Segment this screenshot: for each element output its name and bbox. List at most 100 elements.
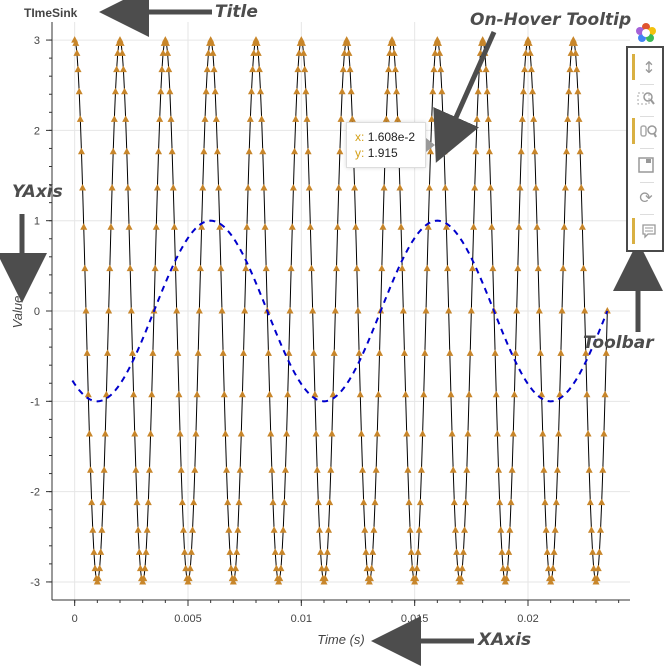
- data-point-marker: [573, 65, 581, 73]
- data-point-marker: [574, 87, 582, 95]
- data-point-marker: [355, 349, 363, 356]
- data-point-marker: [564, 115, 572, 122]
- data-point-marker: [145, 466, 153, 473]
- data-point-marker: [75, 87, 83, 95]
- data-point-marker: [199, 183, 207, 191]
- data-point-marker: [442, 223, 450, 230]
- bokeh-logo-icon[interactable]: [635, 22, 657, 44]
- data-point-marker: [269, 498, 277, 506]
- data-point-marker: [428, 115, 436, 122]
- data-point-marker: [371, 498, 379, 506]
- data-point-marker: [518, 115, 526, 122]
- data-point-marker: [558, 307, 566, 314]
- data-point-marker: [581, 307, 589, 314]
- data-point-marker: [434, 39, 442, 46]
- data-point-marker: [242, 264, 250, 272]
- hover-icon[interactable]: [632, 218, 663, 244]
- data-point-marker: [353, 264, 361, 272]
- box-zoom-icon[interactable]: [632, 86, 660, 112]
- data-point-marker: [272, 564, 280, 572]
- data-point-marker: [136, 564, 144, 572]
- data-point-marker: [374, 390, 382, 398]
- reset-icon[interactable]: ⟳: [639, 187, 653, 207]
- data-point-marker: [117, 39, 125, 46]
- data-point-marker: [385, 65, 393, 73]
- toolbar: ↕ ⟳: [626, 46, 664, 252]
- data-point-marker: [229, 577, 237, 585]
- data-point-marker: [552, 498, 560, 506]
- data-point-marker: [492, 390, 500, 398]
- data-point-marker: [389, 39, 397, 46]
- x-axis-ticks: 0 0.005 0.01 0.015 0.02: [72, 600, 620, 625]
- data-point-marker: [151, 264, 159, 272]
- data-point-marker: [337, 115, 345, 122]
- data-point-marker: [577, 183, 585, 191]
- data-point-marker: [575, 115, 583, 122]
- data-point-marker: [347, 87, 355, 95]
- annotation-title: Title: [215, 2, 258, 22]
- data-point-marker: [444, 264, 452, 272]
- data-point-marker: [284, 390, 292, 398]
- data-point-marker: [221, 430, 229, 437]
- data-point-marker: [240, 349, 248, 356]
- save-icon[interactable]: [632, 152, 660, 178]
- data-point-marker: [582, 349, 590, 356]
- data-point-marker: [556, 390, 564, 398]
- data-point-marker: [236, 466, 244, 473]
- data-point-marker: [601, 390, 609, 398]
- data-point-marker: [567, 49, 575, 56]
- data-point-marker: [306, 223, 314, 230]
- data-point-marker: [366, 574, 374, 582]
- data-point-marker: [309, 307, 317, 314]
- data-point-marker: [572, 49, 580, 56]
- data-point-marker: [436, 49, 444, 56]
- data-point-marker: [489, 264, 497, 272]
- data-point-marker: [535, 307, 543, 314]
- data-point-marker: [158, 65, 166, 73]
- data-point-marker: [295, 49, 303, 56]
- data-point-marker: [376, 349, 384, 356]
- data-point-marker: [454, 564, 462, 572]
- data-point-marker: [488, 223, 496, 230]
- data-point-marker: [291, 147, 299, 155]
- data-point-marker: [522, 49, 530, 56]
- data-point-marker: [508, 466, 516, 473]
- data-point-marker: [302, 87, 310, 95]
- data-point-marker: [472, 147, 480, 155]
- data-point-marker: [285, 349, 293, 356]
- data-point-marker: [525, 39, 533, 46]
- data-point-marker: [162, 39, 170, 46]
- data-point-marker: [330, 349, 338, 356]
- data-point-marker: [507, 498, 515, 506]
- data-point-marker: [513, 307, 521, 314]
- data-point-marker: [220, 390, 228, 398]
- data-point-marker: [405, 498, 413, 506]
- data-point-marker: [74, 65, 82, 73]
- y-tick-label: 2: [34, 125, 40, 137]
- data-point-marker: [139, 577, 147, 585]
- x-tick-label: 0.01: [291, 613, 312, 625]
- data-point-marker: [551, 526, 559, 533]
- data-point-marker: [168, 147, 176, 155]
- data-point-marker: [260, 183, 268, 191]
- data-point-marker: [277, 564, 285, 572]
- data-point-marker: [280, 498, 288, 506]
- data-point-marker: [357, 430, 365, 437]
- pan-icon[interactable]: ↕: [632, 54, 663, 80]
- data-point-marker: [465, 390, 473, 398]
- wheel-zoom-icon[interactable]: [632, 118, 663, 144]
- data-point-marker: [396, 183, 404, 191]
- data-point-marker: [446, 349, 454, 356]
- data-point-marker: [83, 349, 91, 356]
- data-point-marker: [445, 307, 453, 314]
- data-point-marker: [398, 264, 406, 272]
- data-point-marker: [187, 548, 195, 555]
- data-point-marker: [166, 87, 174, 95]
- data-point-marker: [196, 264, 204, 272]
- data-point-marker: [195, 307, 203, 314]
- data-point-marker: [275, 577, 283, 585]
- data-point-marker: [553, 466, 561, 473]
- data-point-marker: [599, 466, 607, 473]
- data-point-marker: [402, 390, 410, 398]
